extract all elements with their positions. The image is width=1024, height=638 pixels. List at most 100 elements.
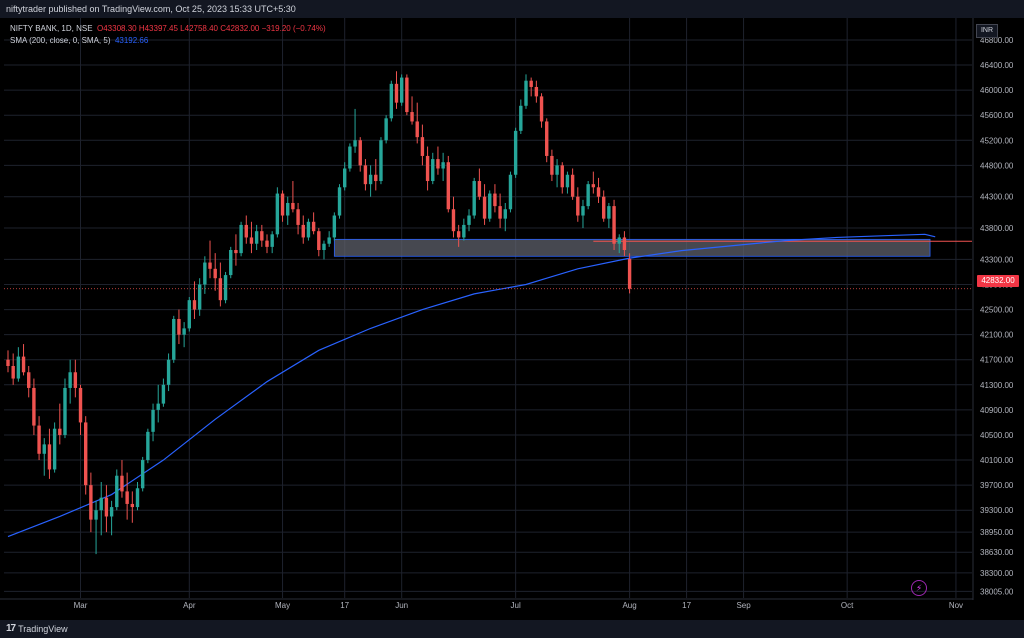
candle-body xyxy=(135,488,140,508)
candle-body xyxy=(234,250,238,254)
footer-brand: TradingView xyxy=(18,623,68,634)
candle-body xyxy=(249,237,254,244)
candle-body xyxy=(306,221,311,238)
candle-body xyxy=(399,77,404,103)
candle-body xyxy=(58,428,62,435)
candle-body xyxy=(115,475,119,508)
candle-body xyxy=(353,140,357,147)
candle-body xyxy=(322,243,326,250)
candle-body xyxy=(555,165,559,175)
candle-body xyxy=(27,372,31,388)
candle-body xyxy=(37,425,41,454)
candle-body xyxy=(493,193,497,207)
y-tick-label: 46000.00 xyxy=(980,86,1014,95)
candle-body xyxy=(73,372,78,388)
y-tick-label: 46800.00 xyxy=(980,36,1014,45)
candle-body xyxy=(84,422,88,486)
candle-body xyxy=(451,209,456,232)
candle-body xyxy=(545,121,549,156)
candle-body xyxy=(125,491,129,504)
candle-body xyxy=(508,174,513,210)
candle-body xyxy=(617,237,621,244)
candle-body xyxy=(482,196,487,219)
candle-body xyxy=(498,206,502,219)
tradingview-logo[interactable]: 17 TradingView xyxy=(6,623,68,634)
candle-body xyxy=(389,83,394,119)
candle-body xyxy=(550,155,554,175)
sma-indicator-value: 43192.66 xyxy=(114,36,149,45)
y-tick-label: 39700.00 xyxy=(980,481,1014,490)
candle-body xyxy=(327,237,331,244)
candle-body xyxy=(177,318,181,335)
y-tick-label: 41300.00 xyxy=(980,381,1014,390)
candle-body xyxy=(172,318,176,360)
y-tick-label: 38300.00 xyxy=(980,569,1014,578)
candle-body xyxy=(317,231,321,250)
candle-body xyxy=(229,250,233,276)
candle-body xyxy=(218,278,223,301)
candle-body xyxy=(431,159,435,182)
x-tick-label: Oct xyxy=(841,601,854,610)
candle-body xyxy=(130,503,135,508)
y-tick-label: 40100.00 xyxy=(980,456,1014,465)
last-price-badge: 42832.00 xyxy=(977,275,1019,287)
y-tick-label: 46400.00 xyxy=(980,61,1014,70)
y-tick-label: 45200.00 xyxy=(980,136,1014,145)
lightning-icon[interactable]: ⚡ xyxy=(911,580,927,596)
candle-body xyxy=(68,372,72,388)
candle-body xyxy=(89,485,93,520)
y-tick-label: 41700.00 xyxy=(980,356,1014,365)
candle-body xyxy=(513,130,518,175)
x-tick-label: 17 xyxy=(682,601,691,610)
sma-indicator-label[interactable]: SMA (200, close, 0, SMA, 5) xyxy=(10,36,111,45)
publish-info: niftytrader published on TradingView.com… xyxy=(6,4,296,14)
candle-body xyxy=(581,206,585,216)
candle-body xyxy=(42,444,46,454)
x-tick-label: Jun xyxy=(395,601,408,610)
candle-body xyxy=(332,215,337,238)
candle-body xyxy=(612,206,616,244)
candle-body xyxy=(436,159,440,169)
candle-body xyxy=(99,497,103,511)
candle-body xyxy=(244,224,248,238)
y-tick-label: 38950.00 xyxy=(980,528,1014,537)
x-tick-label: 17 xyxy=(340,601,349,610)
footer-bar: 17 TradingView xyxy=(0,620,1024,638)
tradingview-mark-icon: 17 xyxy=(6,623,16,634)
candle-body xyxy=(420,137,425,156)
candle-body xyxy=(104,497,109,517)
candle-body xyxy=(524,80,528,106)
candle-body xyxy=(622,237,627,250)
candle-body xyxy=(602,196,606,219)
candle-body xyxy=(343,168,347,188)
symbol-label[interactable]: NIFTY BANK, 1D, NSE xyxy=(10,24,93,33)
candle-body xyxy=(394,83,399,103)
candle-body xyxy=(16,356,21,379)
y-tick-label: 38630.00 xyxy=(980,548,1014,557)
candle-body xyxy=(441,162,445,169)
candle-body xyxy=(203,262,207,285)
candle-body xyxy=(47,444,52,470)
candle-body xyxy=(223,275,228,301)
candle-body xyxy=(280,193,285,216)
x-tick-label: Apr xyxy=(183,601,196,610)
publish-bar: niftytrader published on TradingView.com… xyxy=(0,0,1024,18)
support-zone xyxy=(333,238,931,257)
y-tick-label: 45600.00 xyxy=(980,111,1014,120)
candle-body xyxy=(182,328,186,335)
candle-body xyxy=(301,224,305,238)
y-tick-label: 38005.00 xyxy=(980,587,1014,596)
candle-body xyxy=(109,507,114,517)
candle-body xyxy=(337,187,342,216)
candle-body xyxy=(239,224,243,254)
candle-body xyxy=(32,387,36,426)
y-tick-label: 43800.00 xyxy=(980,224,1014,233)
x-tick-label: Aug xyxy=(622,601,636,610)
candle-body xyxy=(254,231,259,244)
currency-button[interactable]: INR xyxy=(976,24,998,38)
candle-body xyxy=(21,356,26,373)
candle-body xyxy=(286,202,290,216)
candle-body xyxy=(6,359,10,366)
